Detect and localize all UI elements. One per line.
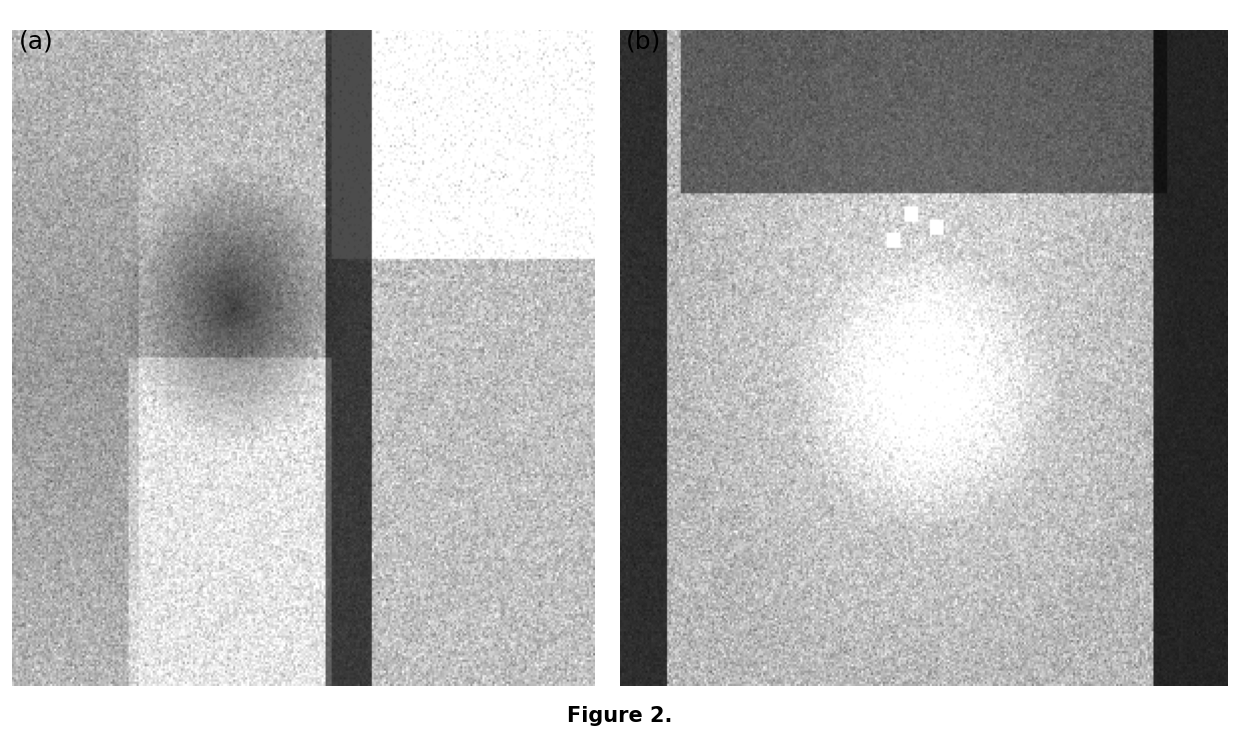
Text: (a): (a)	[19, 30, 53, 54]
Text: (b): (b)	[626, 30, 662, 54]
Text: Figure 2.: Figure 2.	[568, 706, 672, 726]
